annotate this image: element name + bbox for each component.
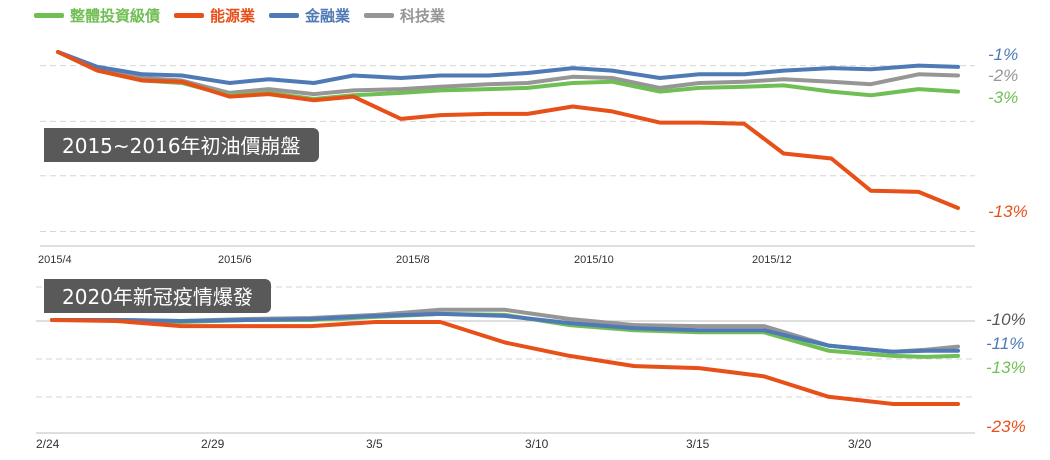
panel1-xtick-0: 2015/4 [38,254,72,266]
panel1-series-line-1 [56,50,960,210]
legend-swatch-2 [269,12,300,18]
panel2-xtick-1: 2/29 [201,437,225,451]
panel1-series-line-3 [56,50,960,97]
legend-item-2: 金融業 [269,5,350,26]
legend-swatch-0 [34,12,64,18]
panel2-xtick-2: 3/5 [366,437,383,451]
legend-label-1: 能源業 [210,6,256,25]
panel1-end-label-1: -13% [988,202,1028,221]
legend-item-3: 科技業 [364,5,445,26]
panel1-xtick-4: 2015/12 [752,254,792,266]
legend-item-0: 整體投資級債 [34,5,160,26]
panel1-series-line-2 [56,50,960,85]
panel2-xtick-3: 3/10 [525,437,549,451]
panel1-end-label-3: -2% [988,66,1018,85]
panel2-series-line-1 [50,318,960,406]
panel1-xtick-2: 2015/8 [396,254,430,266]
panel-2-title: 2020年新冠疫情爆發 [44,279,271,313]
panel1-xtick-1: 2015/6 [218,254,252,266]
panel2-right-tick-2: -23% [986,417,1026,436]
panel2-xtick-0: 2/24 [36,437,60,451]
panel2-series-line-2 [50,311,960,354]
panel1-xtick-3: 2015/10 [574,254,614,266]
legend-label-3: 科技業 [400,6,446,25]
legend-swatch-3 [364,12,395,18]
legend-label-0: 整體投資級債 [70,6,161,25]
legend-label-2: 金融業 [305,6,351,25]
panel2-right-tick-0: -10% [986,310,1026,329]
panel2-xtick-5: 3/20 [848,437,872,451]
panel1-end-label-2: -1% [988,45,1018,64]
panel-1-title: 2015~2016年初油價崩盤 [44,128,319,162]
panel2-right-tick-1: -13% [986,358,1026,377]
panel1-end-label-0: -3% [988,88,1018,107]
chart-legend: 整體投資級債 能源業 金融業 科技業 [34,4,445,26]
panel2-xtick-4: 3/15 [686,437,710,451]
legend-item-1: 能源業 [174,5,255,26]
legend-swatch-1 [174,12,205,18]
panel2-end-label-2: -11% [986,334,1024,353]
